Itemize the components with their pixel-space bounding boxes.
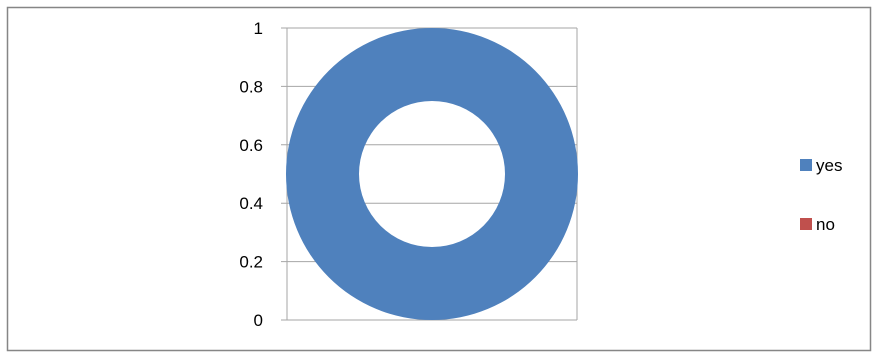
y-tick-label: 0.6 [239,136,263,155]
legend-swatch-yes [800,159,812,171]
legend: yes no [800,156,842,234]
y-tick-label: 0.4 [239,194,263,213]
legend-label-no: no [816,215,835,234]
slice-yes [286,27,578,321]
y-tick-label: 0.8 [239,77,263,96]
y-tick-label: 1 [254,19,263,38]
plot-area [286,27,578,321]
y-tick-label: 0.2 [239,253,263,272]
legend-swatch-no [800,218,812,230]
legend-label-yes: yes [816,156,842,175]
y-tick-label: 0 [254,311,263,330]
y-axis-tick-labels: 0 0.2 0.4 0.6 0.8 1 [239,19,263,330]
